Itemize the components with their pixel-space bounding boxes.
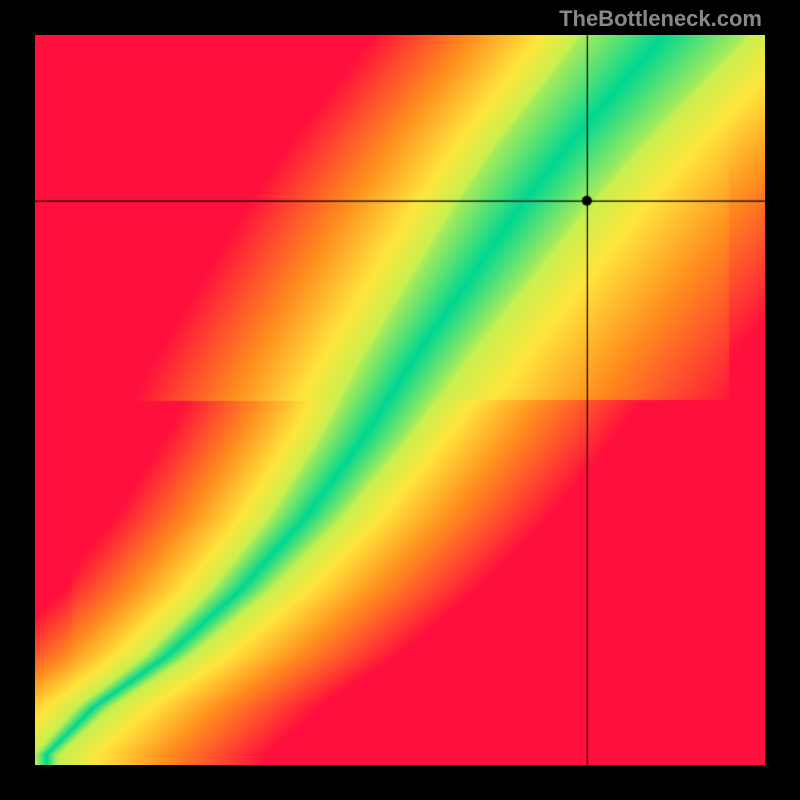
heatmap-plot: [35, 35, 765, 765]
watermark-text: TheBottleneck.com: [559, 6, 762, 32]
